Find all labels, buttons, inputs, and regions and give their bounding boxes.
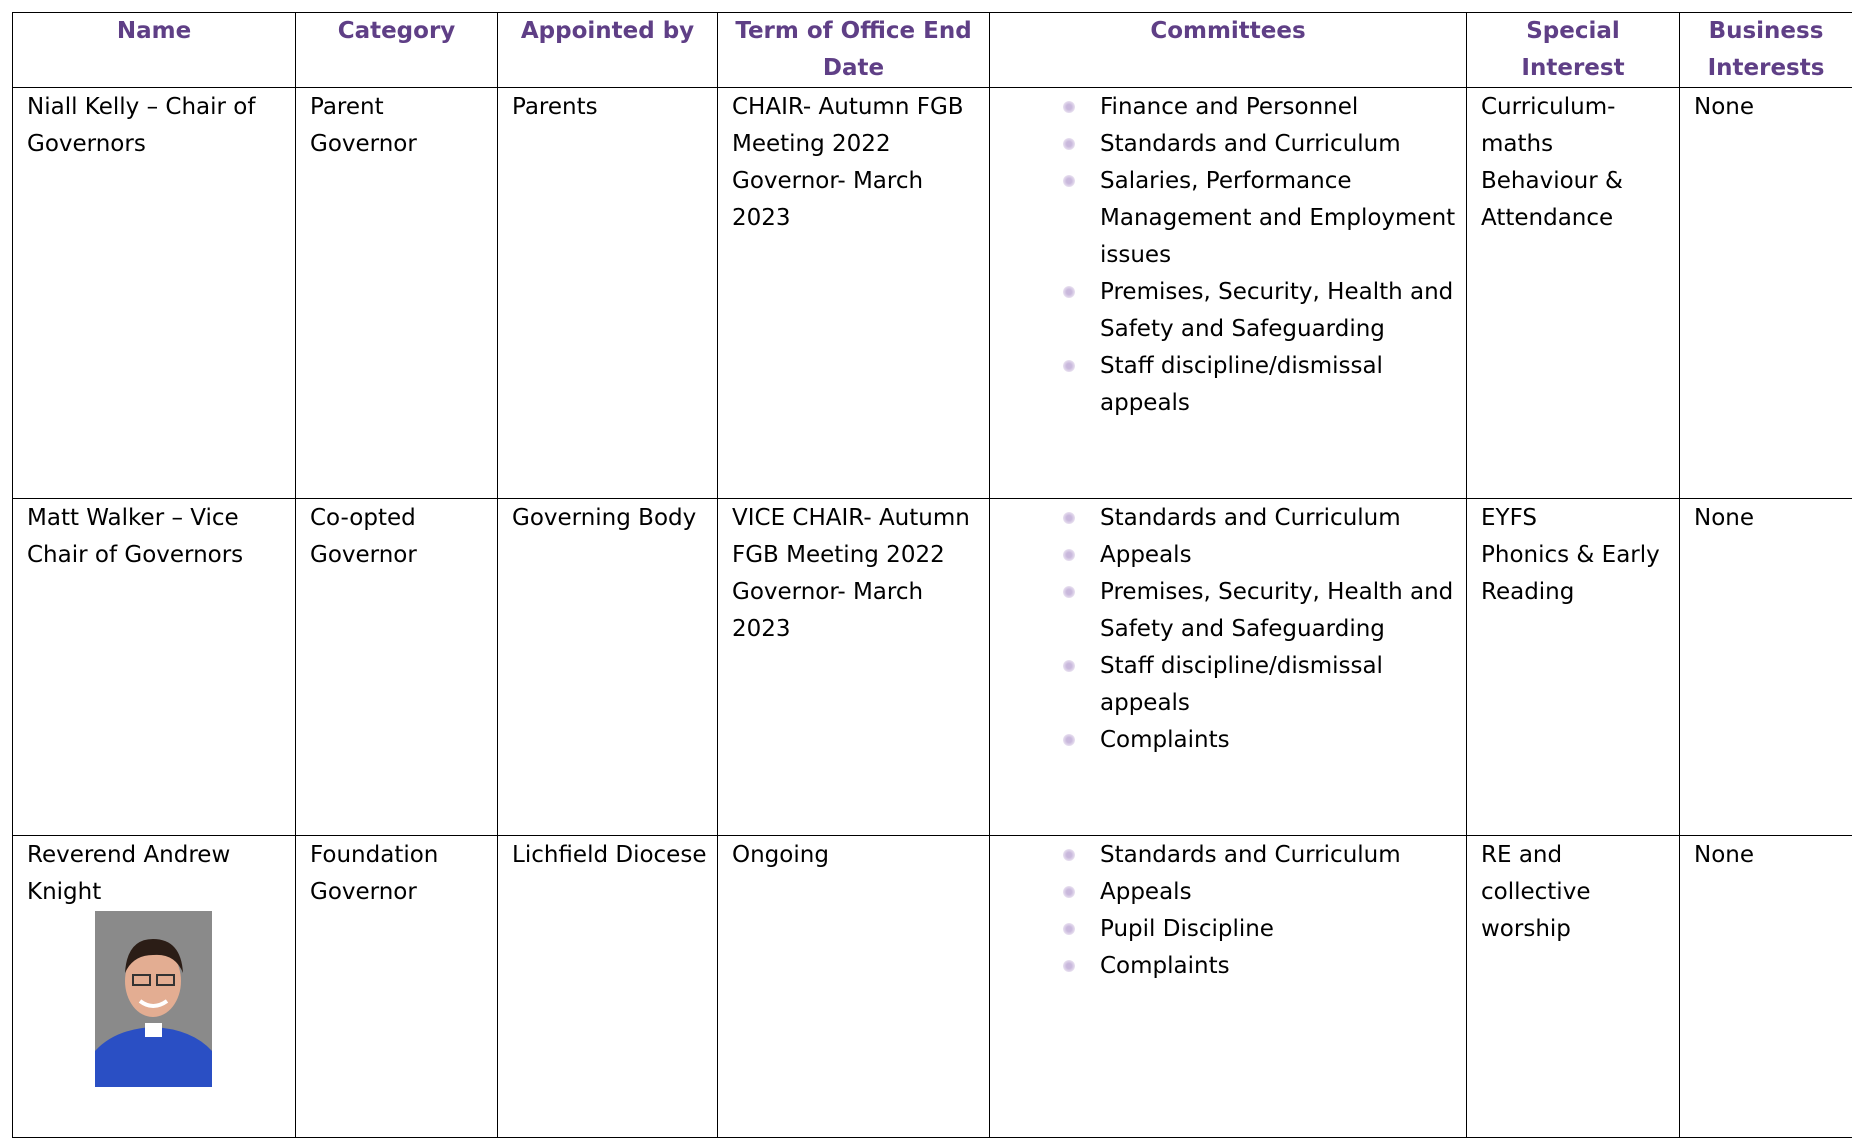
name-cell: Niall Kelly – Chair of Governors	[13, 88, 296, 499]
column-header: Category	[296, 13, 498, 88]
committee-item: Staff discipline/dismissal appeals	[1100, 648, 1456, 722]
committee-item: Pupil Discipline	[1100, 911, 1456, 948]
governor-name: Niall Kelly – Chair of Governors	[27, 89, 285, 163]
term-line: CHAIR- Autumn FGB Meeting 2022	[732, 89, 979, 163]
committee-item: Staff discipline/dismissal appeals	[1100, 348, 1456, 422]
term-line: Ongoing	[732, 837, 979, 874]
business-interests-cell: None	[1680, 499, 1852, 836]
term-cell: Ongoing	[718, 836, 990, 1138]
committee-item: Standards and Curriculum	[1100, 500, 1456, 537]
column-header: Business Interests	[1680, 13, 1852, 88]
name-cell: Reverend Andrew Knight	[13, 836, 296, 1138]
column-header: Term of Office End Date	[718, 13, 990, 88]
committee-item: Appeals	[1100, 874, 1456, 911]
term-line: VICE CHAIR- Autumn FGB Meeting 2022	[732, 500, 979, 574]
committee-item: Standards and Curriculum	[1100, 837, 1456, 874]
committee-item: Appeals	[1100, 537, 1456, 574]
category-cell: Parent Governor	[296, 88, 498, 499]
business-interests-cell: None	[1680, 836, 1852, 1138]
special-interest-line: Phonics & Early Reading	[1481, 537, 1669, 611]
category-cell: Foundation Governor	[296, 836, 498, 1138]
appointed-by-cell: Governing Body	[498, 499, 718, 836]
special-interest-line: EYFS	[1481, 500, 1669, 537]
committee-item: Premises, Security, Health and Safety an…	[1100, 274, 1456, 348]
appointed-by-cell: Parents	[498, 88, 718, 499]
term-line: Governor- March 2023	[732, 163, 979, 237]
committee-item: Complaints	[1100, 722, 1456, 759]
appointed-by-cell: Lichfield Diocese	[498, 836, 718, 1138]
committee-item: Premises, Security, Health and Safety an…	[1100, 574, 1456, 648]
column-header: Special Interest	[1467, 13, 1680, 88]
special-interest-line: RE and collective worship	[1481, 837, 1669, 948]
category-cell: Co-opted Governor	[296, 499, 498, 836]
column-header: Name	[13, 13, 296, 88]
term-line: Governor- March 2023	[732, 574, 979, 648]
committee-item: Finance and Personnel	[1100, 89, 1456, 126]
business-interests-cell: None	[1680, 88, 1852, 499]
column-header: Appointed by	[498, 13, 718, 88]
committee-item: Salaries, Performance Management and Emp…	[1100, 163, 1456, 274]
column-header: Committees	[990, 13, 1467, 88]
committee-item: Complaints	[1100, 948, 1456, 985]
photo	[95, 911, 212, 1087]
special-interest-line: Behaviour & Attendance	[1481, 163, 1669, 237]
special-interest-cell: RE and collective worship	[1467, 836, 1680, 1138]
special-interest-line: Curriculum- maths	[1481, 89, 1669, 163]
governor-name: Matt Walker – Vice Chair of Governors	[27, 500, 285, 574]
committee-item: Standards and Curriculum	[1100, 126, 1456, 163]
table-row: Reverend Andrew Knight Foundation Govern…	[13, 836, 1852, 1138]
name-cell: Matt Walker – Vice Chair of Governors	[13, 499, 296, 836]
governor-name: Reverend Andrew Knight	[27, 837, 285, 911]
